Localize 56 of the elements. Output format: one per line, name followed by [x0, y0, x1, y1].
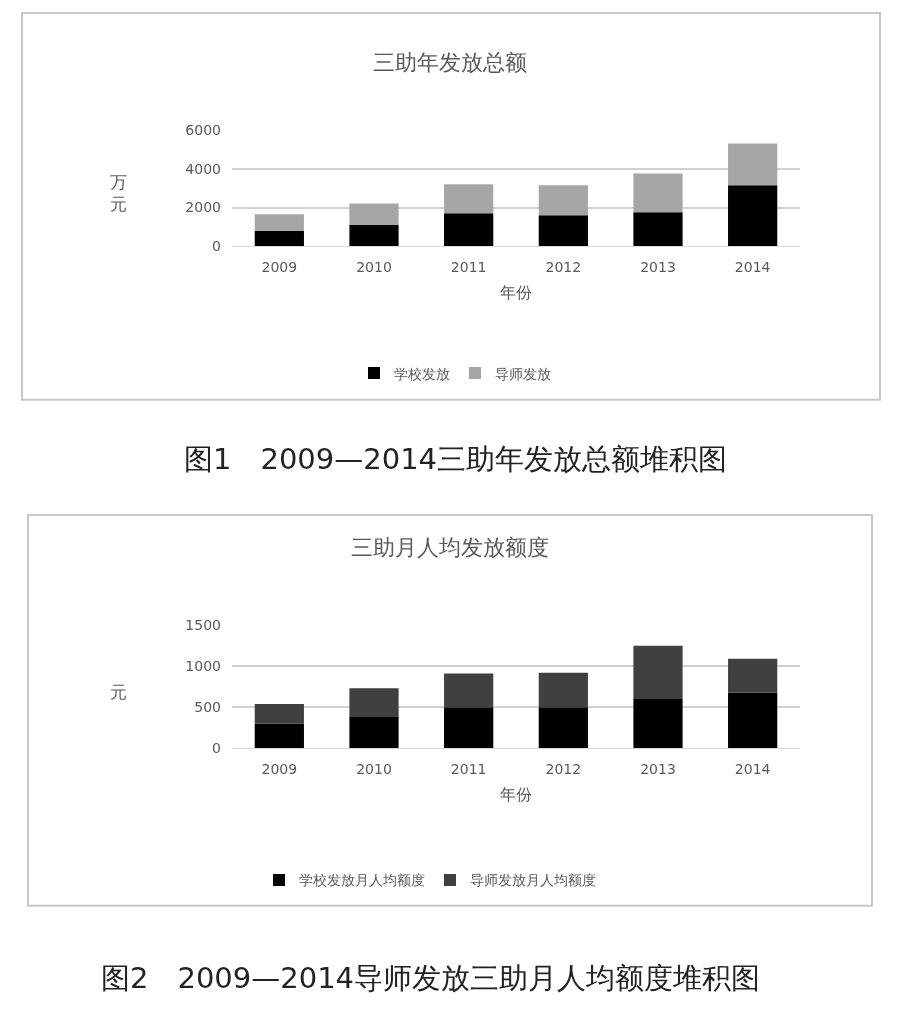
bar — [349, 688, 399, 717]
bar — [538, 185, 588, 216]
legend-label: 导师发放 — [495, 365, 551, 382]
y-tick-label: 6000 — [185, 121, 221, 138]
x-tick-label: 2010 — [356, 259, 392, 276]
bar — [444, 673, 494, 708]
x-tick-label: 2009 — [261, 761, 298, 778]
x-tick-label: 2013 — [640, 761, 676, 778]
chart-title: 三助年发放总额 — [373, 50, 527, 75]
y-tick-label: 1500 — [185, 617, 221, 634]
bar — [254, 214, 304, 231]
bar — [728, 692, 778, 749]
x-tick-label: 2013 — [640, 259, 676, 276]
caption: 图1 2009—2014三助年发放总额堆积图 — [184, 442, 728, 476]
x-axis-title: 年份 — [500, 282, 532, 302]
bar — [538, 672, 588, 708]
y-tick-label: 0 — [212, 238, 221, 255]
y-tick-label: 0 — [212, 740, 221, 757]
legend-label: 学校发放 — [394, 365, 450, 382]
bar — [254, 723, 304, 749]
x-tick-label: 2014 — [734, 761, 771, 778]
chart-title: 三助月人均发放额度 — [351, 535, 549, 560]
legend-label: 导师发放月人均额度 — [470, 872, 596, 889]
bar — [633, 212, 683, 247]
bar — [728, 185, 778, 247]
bar — [728, 143, 778, 186]
bar — [444, 184, 494, 214]
bar — [538, 215, 588, 247]
bar — [254, 230, 304, 247]
y-tick-label: 2000 — [185, 199, 221, 216]
x-tick-label: 2012 — [545, 761, 582, 778]
y-tick-label: 500 — [194, 699, 221, 716]
bar — [633, 698, 683, 749]
y-axis-title: 元 — [110, 682, 127, 702]
x-axis-title: 年份 — [500, 784, 532, 804]
x-tick-label: 2012 — [545, 259, 582, 276]
y-tick-label: 4000 — [185, 160, 221, 177]
caption: 图2 2009—2014导师发放三助月人均额度堆积图 — [101, 961, 761, 995]
x-tick-label: 2014 — [734, 259, 771, 276]
bar — [633, 173, 683, 213]
x-tick-label: 2010 — [356, 761, 392, 778]
bar — [349, 203, 399, 225]
y-axis-title: 万元 — [110, 172, 127, 215]
bar — [538, 707, 588, 749]
bar — [254, 703, 304, 724]
bar — [444, 707, 494, 749]
legend-label: 学校发放月人均额度 — [299, 872, 425, 889]
x-tick-label: 2011 — [450, 761, 487, 778]
bar — [444, 213, 494, 247]
x-tick-label: 2011 — [450, 259, 487, 276]
bar — [728, 658, 778, 693]
bar — [349, 224, 399, 247]
bar — [633, 645, 683, 699]
y-tick-label: 1000 — [185, 658, 221, 675]
bar — [349, 716, 399, 749]
x-tick-label: 2009 — [261, 259, 298, 276]
